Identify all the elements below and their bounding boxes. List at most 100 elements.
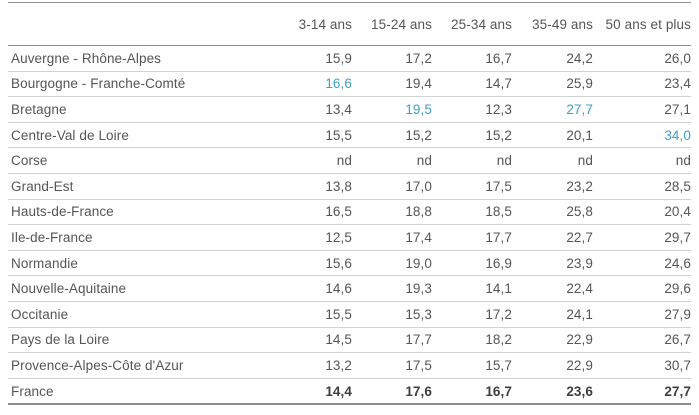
value-cell: nd bbox=[432, 147, 512, 174]
region-label: Corse bbox=[8, 147, 272, 174]
value-cell: 20,4 bbox=[593, 199, 691, 226]
value-cell: nd bbox=[512, 147, 593, 174]
value-cell: 17,2 bbox=[432, 301, 512, 328]
table-row: Occitanie 15,5 15,3 17,2 24,1 27,9 bbox=[8, 301, 691, 328]
value-cell: 15,2 bbox=[432, 122, 512, 149]
value-cell: 12,3 bbox=[432, 96, 512, 123]
value-cell: 27,1 bbox=[593, 96, 691, 123]
column-header-3: 25-34 ans bbox=[432, 2, 512, 46]
value-cell: 14,7 bbox=[432, 71, 512, 98]
value-cell: nd bbox=[593, 147, 691, 174]
value-cell: 13,4 bbox=[272, 96, 352, 123]
value-cell: 23,4 bbox=[593, 71, 691, 98]
table-row: Bretagne 13,4 19,5 12,3 27,7 27,1 bbox=[8, 96, 691, 123]
value-cell: 25,9 bbox=[512, 71, 593, 98]
value-cell: 34,0 bbox=[593, 122, 691, 149]
value-cell: 15,5 bbox=[272, 301, 352, 328]
value-cell: 22,4 bbox=[512, 275, 593, 302]
region-label: Hauts-de-France bbox=[8, 199, 272, 226]
value-cell: 17,7 bbox=[432, 224, 512, 251]
value-cell: 23,9 bbox=[512, 250, 593, 277]
table-row: Auvergne - Rhône-Alpes 15,9 17,2 16,7 24,2 2… bbox=[8, 45, 691, 72]
region-label: Nouvelle-Aquitaine bbox=[8, 275, 272, 302]
value-cell: 19,5 bbox=[352, 96, 432, 123]
region-label: Bourgogne - Franche-Comté bbox=[8, 71, 272, 98]
region-label: Bretagne bbox=[8, 96, 272, 123]
value-cell: 19,3 bbox=[352, 275, 432, 302]
value-cell: 14,5 bbox=[272, 327, 352, 354]
table-row: France 14,4 17,6 16,7 23,6 27,7 bbox=[8, 378, 691, 404]
value-cell: nd bbox=[352, 147, 432, 174]
value-cell: 17,2 bbox=[352, 45, 432, 72]
table-row: Bourgogne - Franche-Comté 16,6 19,4 14,7 25… bbox=[8, 71, 691, 98]
table-row: Centre-Val de Loire 15,5 15,2 15,2 20,1 34,0 bbox=[8, 122, 691, 149]
value-cell: 25,8 bbox=[512, 199, 593, 226]
table-row: Nouvelle-Aquitaine 14,6 19,3 14,1 22,4 29,6 bbox=[8, 275, 691, 302]
table-body: Auvergne - Rhône-Alpes 15,9 17,2 16,7 24,2 2… bbox=[8, 45, 691, 405]
column-header-1: 3-14 ans bbox=[272, 2, 352, 46]
value-cell: 15,3 bbox=[352, 301, 432, 328]
value-cell: 14,4 bbox=[325, 383, 352, 399]
table-row: Hauts-de-France 16,5 18,8 18,5 25,8 20,4 bbox=[8, 199, 691, 226]
header-row: 3-14 ans 15-24 ans 25-34 ans 35-49 ans 50 an… bbox=[8, 2, 691, 46]
table-row: Corse nd nd nd nd nd bbox=[8, 147, 691, 174]
value-cell: 24,2 bbox=[512, 45, 593, 72]
region-label: Ile-de-France bbox=[8, 224, 272, 251]
value-cell: 29,6 bbox=[593, 275, 691, 302]
value-cell: 16,6 bbox=[272, 71, 352, 98]
value-cell: 24,1 bbox=[512, 301, 593, 328]
value-cell: 16,5 bbox=[272, 199, 352, 226]
value-cell: 15,7 bbox=[432, 352, 512, 379]
table-header: 3-14 ans 15-24 ans 25-34 ans 35-49 ans 50 an… bbox=[8, 2, 691, 46]
value-cell: 28,5 bbox=[593, 173, 691, 200]
region-label: Occitanie bbox=[8, 301, 272, 328]
value-cell: 26,0 bbox=[593, 45, 691, 72]
value-cell: 12,5 bbox=[272, 224, 352, 251]
value-cell: 24,6 bbox=[593, 250, 691, 277]
value-cell: 15,2 bbox=[352, 122, 432, 149]
value-cell: 18,8 bbox=[352, 199, 432, 226]
region-label: Pays de la Loire bbox=[8, 327, 272, 354]
header-region-blank bbox=[8, 2, 272, 46]
column-header-4: 35-49 ans bbox=[512, 2, 593, 46]
region-label: Grand-Est bbox=[8, 173, 272, 200]
value-cell: 19,0 bbox=[352, 250, 432, 277]
value-cell: 17,5 bbox=[352, 352, 432, 379]
value-cell: 15,6 bbox=[272, 250, 352, 277]
value-cell: 29,7 bbox=[593, 224, 691, 251]
region-label: Auvergne - Rhône-Alpes bbox=[8, 45, 272, 72]
table-row: Provence-Alpes-Côte d'Azur 13,2 17,5 15,7 2… bbox=[8, 352, 691, 379]
value-cell: 23,6 bbox=[566, 383, 593, 399]
region-label: Provence-Alpes-Côte d'Azur bbox=[8, 352, 272, 379]
value-cell: 23,2 bbox=[512, 173, 593, 200]
value-cell: 27,7 bbox=[512, 96, 593, 123]
value-cell: 19,4 bbox=[352, 71, 432, 98]
value-cell: 17,7 bbox=[352, 327, 432, 354]
value-cell: 26,7 bbox=[593, 327, 691, 354]
value-cell: 15,9 bbox=[272, 45, 352, 72]
column-header-2: 15-24 ans bbox=[352, 2, 432, 46]
value-cell: 22,9 bbox=[512, 352, 593, 379]
value-cell: 17,6 bbox=[405, 383, 432, 399]
value-cell: 15,5 bbox=[272, 122, 352, 149]
value-cell: 18,5 bbox=[432, 199, 512, 226]
value-cell: 14,1 bbox=[432, 275, 512, 302]
region-label: Normandie bbox=[8, 250, 272, 277]
region-label: Centre-Val de Loire bbox=[8, 122, 272, 149]
value-cell: 30,7 bbox=[593, 352, 691, 379]
region-label: France bbox=[11, 383, 54, 399]
value-cell: 27,9 bbox=[593, 301, 691, 328]
value-cell: 22,9 bbox=[512, 327, 593, 354]
value-cell: 27,7 bbox=[664, 383, 691, 399]
table-row: Pays de la Loire 14,5 17,7 18,2 22,9 26,7 bbox=[8, 327, 691, 354]
value-cell: 17,5 bbox=[432, 173, 512, 200]
value-cell: 16,9 bbox=[432, 250, 512, 277]
value-cell: 17,0 bbox=[352, 173, 432, 200]
value-cell: 14,6 bbox=[272, 275, 352, 302]
value-cell: 13,8 bbox=[272, 173, 352, 200]
value-cell: 13,2 bbox=[272, 352, 352, 379]
table-row: Grand-Est 13,8 17,0 17,5 23,2 28,5 bbox=[8, 173, 691, 200]
value-cell: 22,7 bbox=[512, 224, 593, 251]
value-cell: nd bbox=[272, 147, 352, 174]
